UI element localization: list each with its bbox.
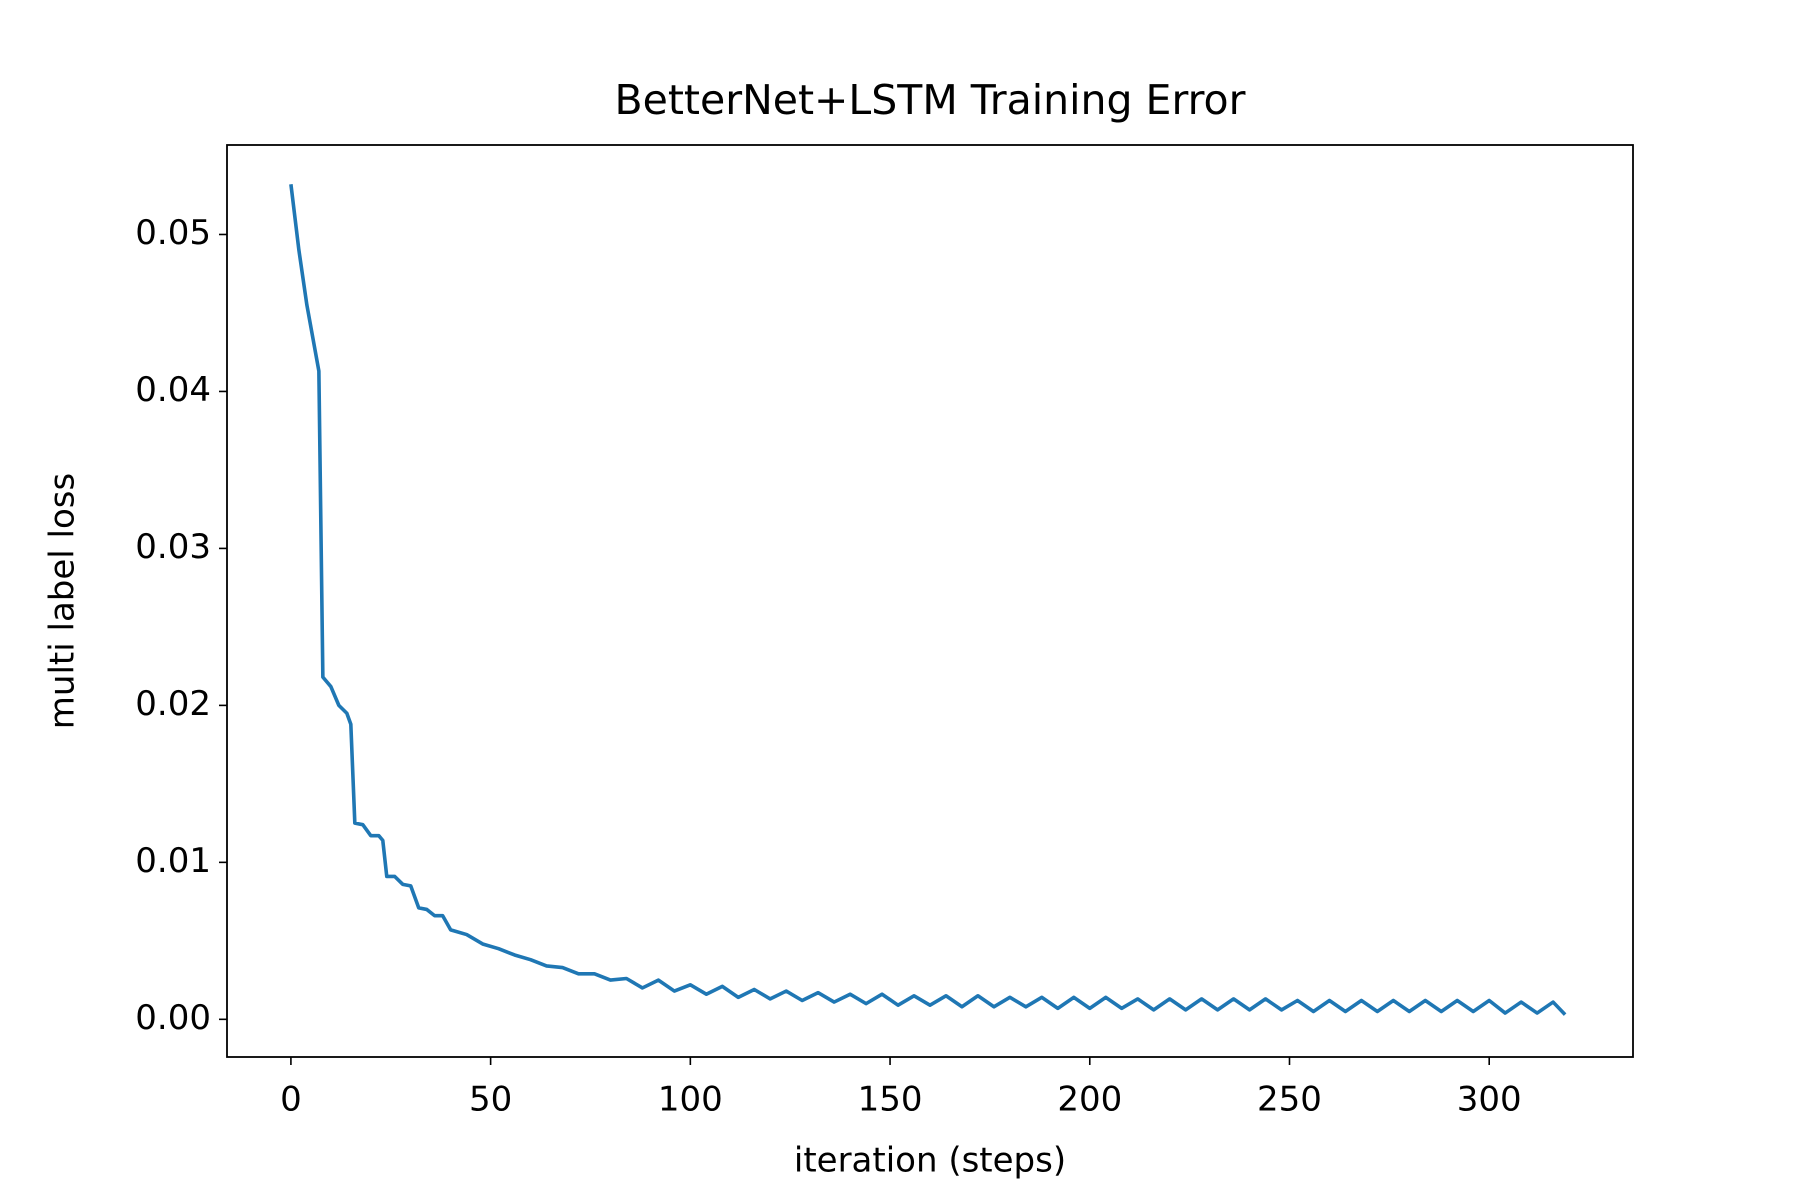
loss-line: [289, 184, 1567, 1016]
y-tick-label: 0.00: [135, 998, 211, 1038]
chart-title: BetterNet+LSTM Training Error: [615, 76, 1246, 124]
y-tick-label: 0.04: [135, 370, 211, 410]
y-tick-label: 0.01: [135, 841, 211, 881]
x-tick-label: 250: [1257, 1080, 1322, 1120]
x-tick-label: 0: [280, 1080, 302, 1120]
x-axis-label: iteration (steps): [794, 1141, 1066, 1181]
y-tick-label: 0.02: [135, 684, 211, 724]
x-tick-label: 150: [858, 1080, 923, 1120]
y-tick-label: 0.05: [135, 213, 211, 253]
x-tick-label: 200: [1057, 1080, 1122, 1120]
x-tick-label: 100: [658, 1080, 723, 1120]
plot-frame: [226, 144, 1634, 1058]
y-tick-label: 0.03: [135, 527, 211, 567]
y-axis-label: multi label loss: [43, 473, 83, 729]
x-tick-label: 50: [469, 1080, 512, 1120]
x-tick-label: 300: [1457, 1080, 1522, 1120]
